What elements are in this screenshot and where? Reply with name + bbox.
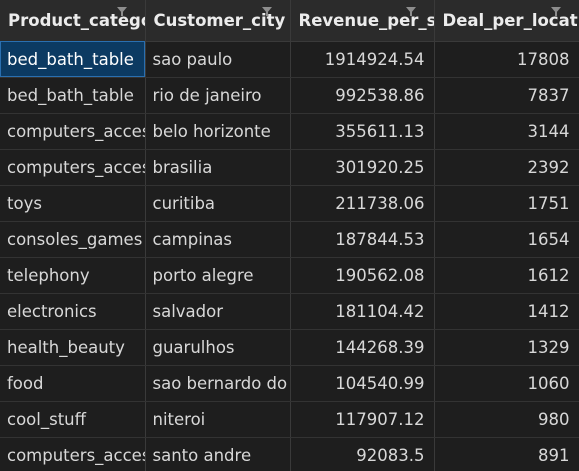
table-cell[interactable]: 1654 xyxy=(434,221,579,258)
table-cell[interactable]: computers_acces xyxy=(0,113,146,150)
header-row: Product_catego Customer_city Revenue_per… xyxy=(0,0,579,42)
table-row: cool_stuff niteroi 117907.12 980 xyxy=(0,401,579,438)
table-cell[interactable]: toys xyxy=(0,185,146,222)
table-cell[interactable]: sao bernardo do xyxy=(145,365,291,402)
column-header-customer-city[interactable]: Customer_city xyxy=(145,0,291,42)
table-row: computers_acces belo horizonte 355611.13… xyxy=(0,113,579,150)
column-header-label: Customer_city xyxy=(153,10,286,30)
table-cell[interactable]: 104540.99 xyxy=(290,365,435,402)
table-cell[interactable]: 1914924.54 xyxy=(290,41,435,78)
column-header-label: Deal_per_locatio xyxy=(442,10,579,30)
table-row: bed_bath_table rio de janeiro 992538.86 … xyxy=(0,77,579,114)
table-cell[interactable]: 92083.5 xyxy=(290,437,435,471)
table-cell[interactable]: 980 xyxy=(434,401,579,438)
table-cell[interactable]: 992538.86 xyxy=(290,77,435,114)
filter-icon[interactable] xyxy=(405,7,416,16)
table-cell[interactable]: 1412 xyxy=(434,293,579,330)
table-cell[interactable]: 1060 xyxy=(434,365,579,402)
table-cell[interactable]: porto alegre xyxy=(145,257,291,294)
table-cell[interactable]: brasilia xyxy=(145,149,291,186)
table-cell[interactable]: 181104.42 xyxy=(290,293,435,330)
table-cell[interactable]: 190562.08 xyxy=(290,257,435,294)
table-cell[interactable]: salvador xyxy=(145,293,291,330)
filter-icon[interactable] xyxy=(261,7,272,16)
table-cell[interactable]: santo andre xyxy=(145,437,291,471)
table-cell[interactable]: 3144 xyxy=(434,113,579,150)
table-cell[interactable]: 144268.39 xyxy=(290,329,435,366)
table-cell[interactable]: 355611.13 xyxy=(290,113,435,150)
filter-icon[interactable] xyxy=(116,7,127,16)
table-row: bed_bath_table sao paulo 1914924.54 1780… xyxy=(0,41,579,78)
table-cell[interactable]: telephony xyxy=(0,257,146,294)
table-row: electronics salvador 181104.42 1412 xyxy=(0,293,579,330)
table-cell[interactable]: 7837 xyxy=(434,77,579,114)
table-cell[interactable]: 117907.12 xyxy=(290,401,435,438)
column-header-label: Product_catego xyxy=(8,10,145,30)
table-row: health_beauty guarulhos 144268.39 1329 xyxy=(0,329,579,366)
table-cell[interactable]: guarulhos xyxy=(145,329,291,366)
table-cell[interactable]: food xyxy=(0,365,146,402)
table-cell[interactable]: belo horizonte xyxy=(145,113,291,150)
table-cell[interactable]: rio de janeiro xyxy=(145,77,291,114)
table-cell[interactable]: 17808 xyxy=(434,41,579,78)
filter-icon[interactable] xyxy=(550,7,561,16)
table-cell[interactable]: 1612 xyxy=(434,257,579,294)
table-cell[interactable]: computers_acces xyxy=(0,149,146,186)
table-row: computers_acces brasilia 301920.25 2392 xyxy=(0,149,579,186)
table-cell[interactable]: 1751 xyxy=(434,185,579,222)
table-cell[interactable]: 211738.06 xyxy=(290,185,435,222)
table-cell[interactable]: electronics xyxy=(0,293,146,330)
column-header-product-category[interactable]: Product_catego xyxy=(0,0,146,42)
table-cell[interactable]: 891 xyxy=(434,437,579,471)
table-cell[interactable]: cool_stuff xyxy=(0,401,146,438)
table-row: food sao bernardo do 104540.99 1060 xyxy=(0,365,579,402)
table-cell[interactable]: campinas xyxy=(145,221,291,258)
table-cell[interactable]: curitiba xyxy=(145,185,291,222)
table-cell[interactable]: 2392 xyxy=(434,149,579,186)
table-cell[interactable]: sao paulo xyxy=(145,41,291,78)
table-cell[interactable]: consoles_games xyxy=(0,221,146,258)
column-header-revenue[interactable]: Revenue_per_se xyxy=(290,0,435,42)
table-cell[interactable]: 1329 xyxy=(434,329,579,366)
table-cell[interactable]: bed_bath_table xyxy=(0,41,146,78)
table-row: telephony porto alegre 190562.08 1612 xyxy=(0,257,579,294)
table-cell[interactable]: computers_acces xyxy=(0,437,146,471)
table-cell[interactable]: bed_bath_table xyxy=(0,77,146,114)
table-cell[interactable]: niteroi xyxy=(145,401,291,438)
column-header-deals[interactable]: Deal_per_locatio xyxy=(434,0,579,42)
table-row: consoles_games campinas 187844.53 1654 xyxy=(0,221,579,258)
table-cell[interactable]: 187844.53 xyxy=(290,221,435,258)
table-row: computers_acces santo andre 92083.5 891 xyxy=(0,437,579,471)
column-header-label: Revenue_per_se xyxy=(298,10,434,30)
table-cell[interactable]: health_beauty xyxy=(0,329,146,366)
table-cell[interactable]: 301920.25 xyxy=(290,149,435,186)
table-row: toys curitiba 211738.06 1751 xyxy=(0,185,579,222)
